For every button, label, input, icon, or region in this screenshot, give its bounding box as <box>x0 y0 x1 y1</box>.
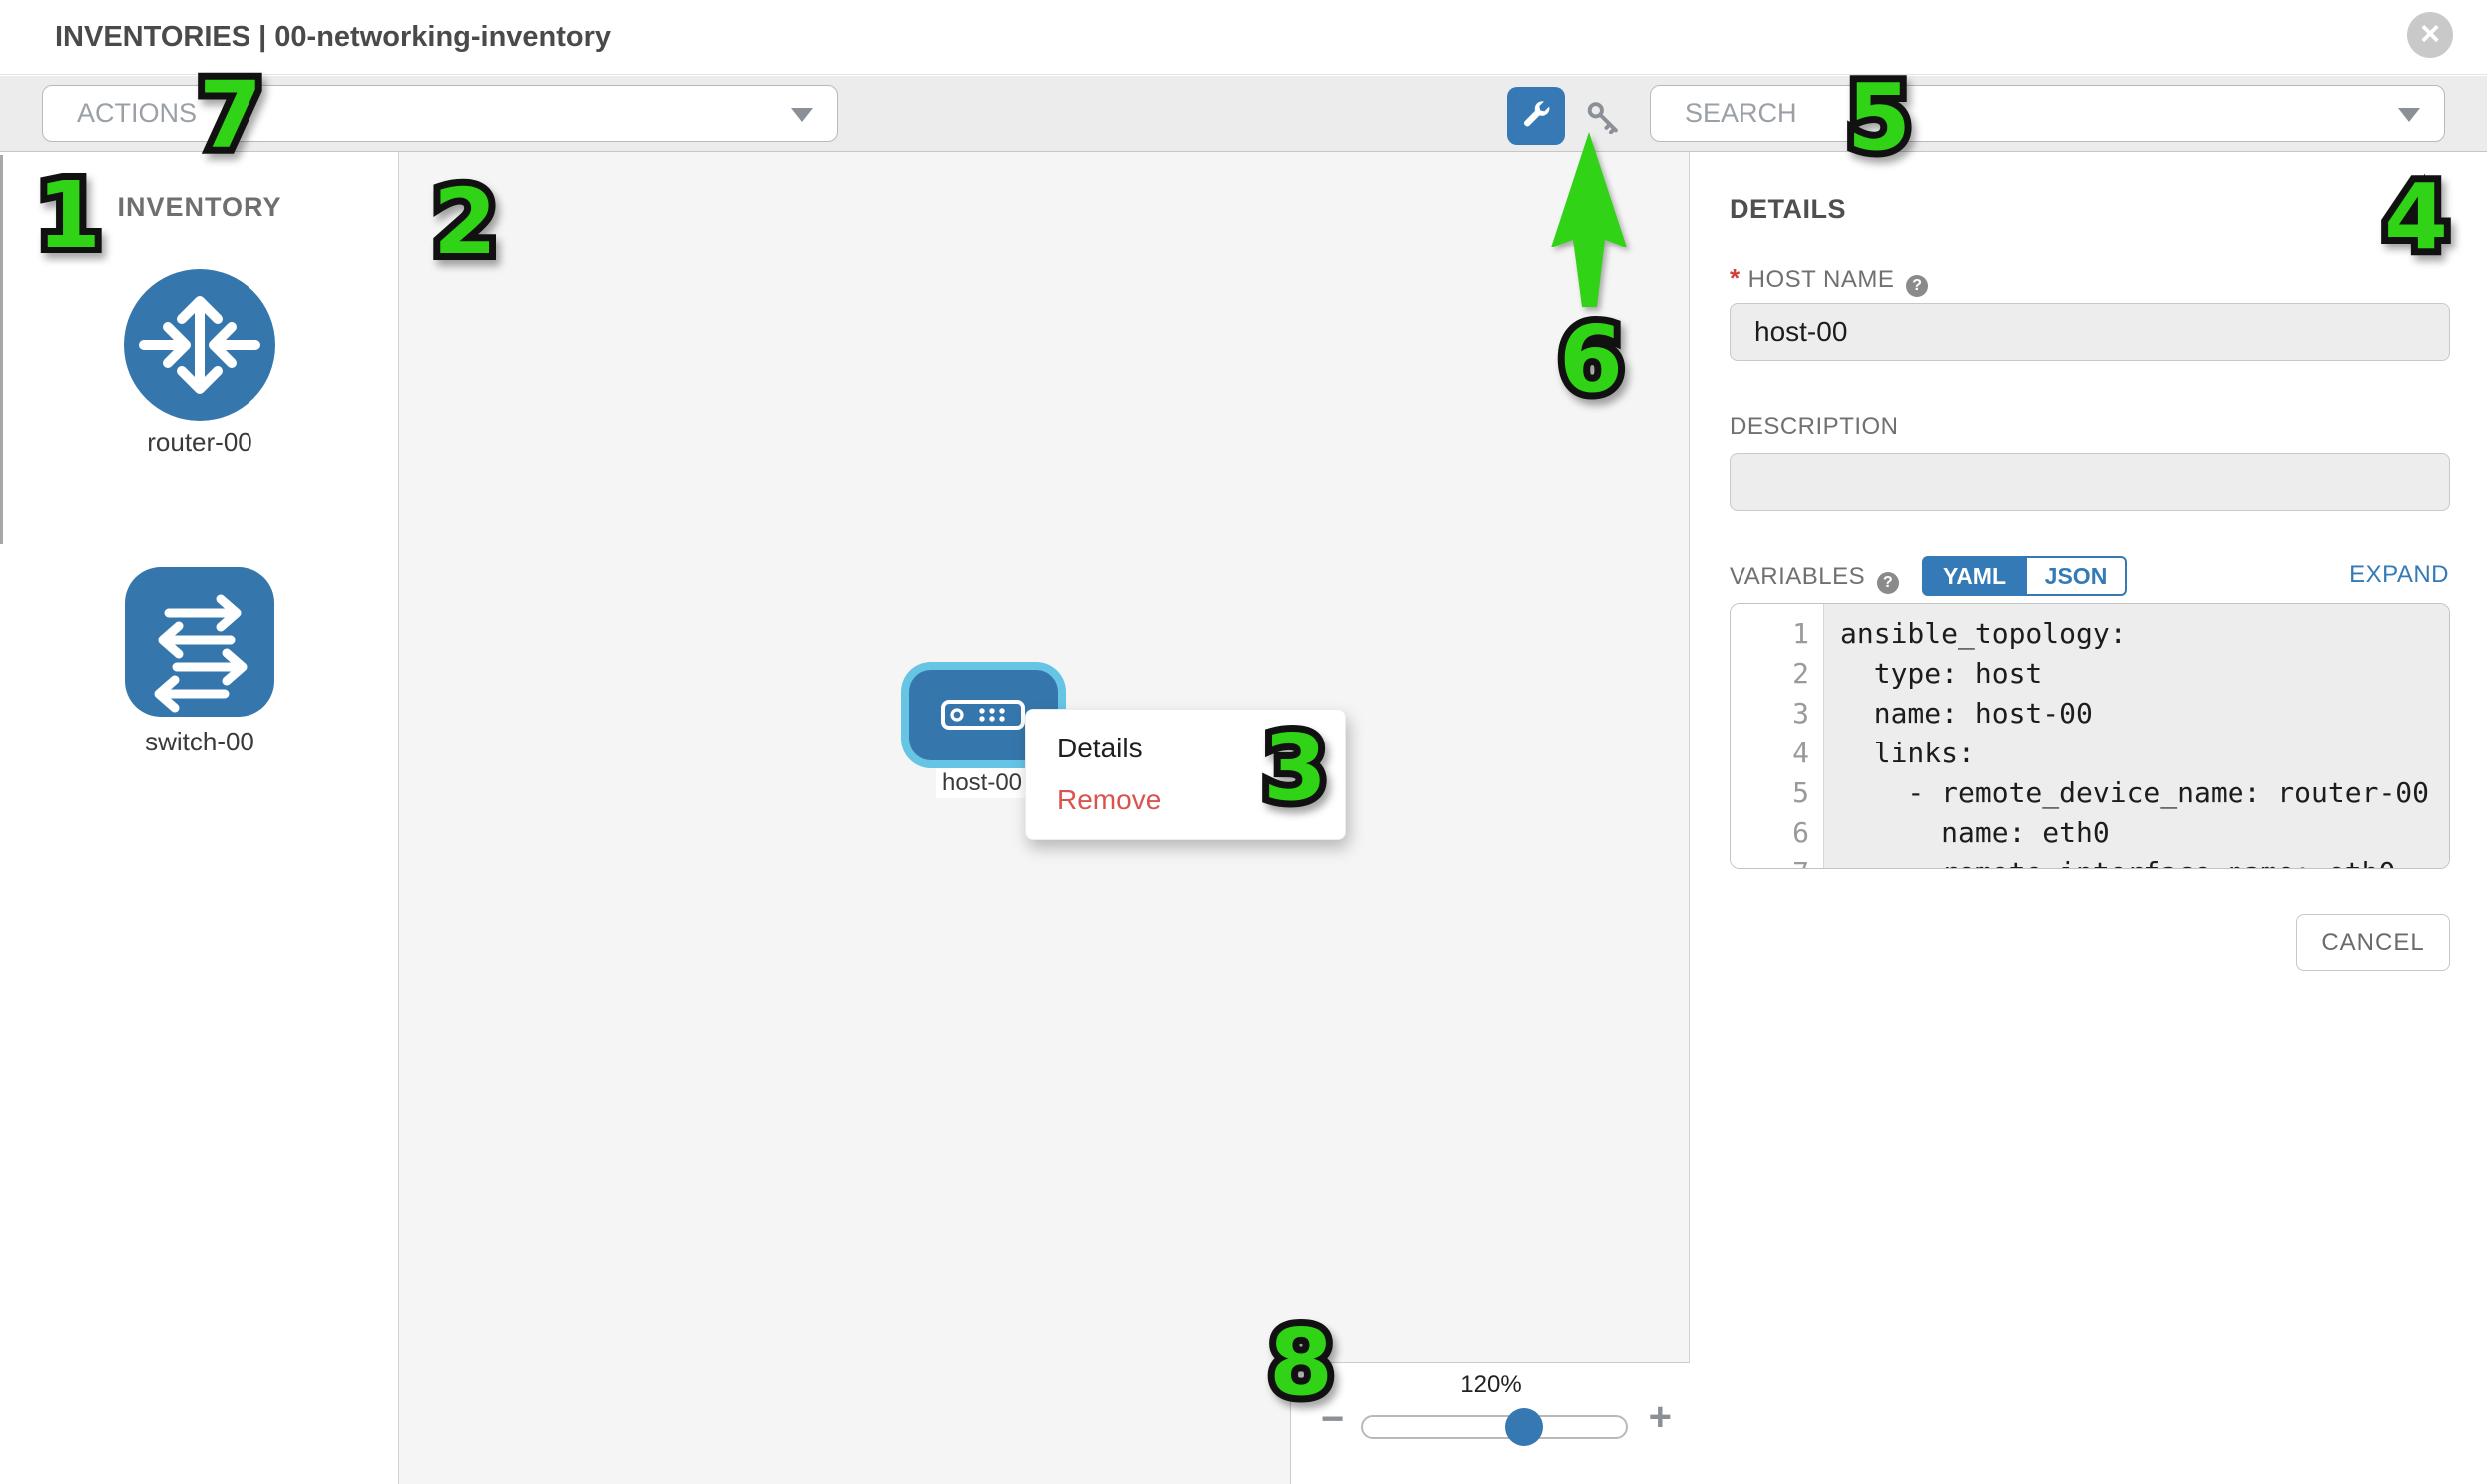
code-line: - remote_device_name: router-00 <box>1840 776 2430 809</box>
code-line: ansible_topology: <box>1840 617 2127 650</box>
variables-format-toggle: YAML JSON <box>1922 556 2127 596</box>
sidebar-scrollbar[interactable] <box>0 155 3 544</box>
line-number: 2 <box>1792 657 1809 690</box>
details-panel: DETAILS *HOST NAME? DESCRIPTION VARIABLE… <box>1690 152 2487 1484</box>
variables-code-editor[interactable]: 1 2 3 4 5 6 7 ansible_topology: type: ho… <box>1730 603 2450 869</box>
sidebar-item-switch-label: switch-00 <box>145 727 254 756</box>
code-line: links: <box>1840 737 1975 769</box>
tools-button[interactable] <box>1507 87 1565 145</box>
line-number: 3 <box>1792 697 1809 730</box>
editor-code-area: ansible_topology: type: host name: host-… <box>1824 604 2449 868</box>
host-icon <box>941 700 1025 730</box>
sidebar-item-router[interactable] <box>0 269 399 426</box>
sidebar-item-switch[interactable] <box>0 567 399 722</box>
zoom-slider[interactable] <box>1361 1408 1628 1446</box>
details-panel-title: DETAILS <box>1730 194 1846 224</box>
code-line: remote_interface_name: eth0 <box>1840 853 2449 868</box>
line-number: 7 <box>1731 853 1823 868</box>
key-icon <box>1587 102 1618 135</box>
line-number: 6 <box>1792 816 1809 849</box>
chevron-down-icon <box>791 108 813 122</box>
node-context-menu: Details Remove <box>1025 709 1346 840</box>
topology-canvas[interactable]: host-00 Details Remove 120% − + <box>399 152 1690 1484</box>
sidebar-heading: INVENTORY <box>117 192 282 222</box>
host-name-field[interactable] <box>1730 303 2450 361</box>
toggle-yaml-button[interactable]: YAML <box>1922 556 2027 596</box>
close-icon[interactable]: × <box>2407 12 2453 58</box>
router-icon <box>124 269 275 421</box>
cancel-button[interactable]: CANCEL <box>2296 914 2450 971</box>
expand-link[interactable]: EXPAND <box>2349 561 2449 588</box>
zoom-percent-label: 120% <box>1460 1371 1522 1398</box>
zoom-in-button[interactable]: + <box>1648 1395 1672 1439</box>
switch-icon <box>125 567 274 717</box>
zoom-slider-thumb[interactable] <box>1505 1408 1543 1446</box>
help-icon[interactable]: ? <box>1906 275 1929 297</box>
actions-dropdown[interactable]: ACTIONS <box>42 85 838 142</box>
description-label: DESCRIPTION <box>1730 413 1899 440</box>
host-node-label: host-00 <box>936 768 1028 798</box>
wrench-icon <box>1524 101 1550 127</box>
required-asterisk: * <box>1730 263 1741 293</box>
search-dropdown-label: SEARCH <box>1685 98 1797 128</box>
zoom-control: 120% − + <box>1290 1362 1690 1484</box>
line-number: 1 <box>1792 617 1809 650</box>
actions-dropdown-label: ACTIONS <box>77 98 198 128</box>
code-line: name: eth0 <box>1840 816 2110 849</box>
toggle-json-button[interactable]: JSON <box>2027 556 2127 596</box>
search-dropdown[interactable]: SEARCH <box>1650 85 2445 142</box>
key-button[interactable] <box>1583 98 1623 135</box>
line-number: 4 <box>1792 737 1809 769</box>
host-name-label: * HOST NAME? <box>1730 263 1929 297</box>
context-menu-item-details[interactable]: Details <box>1057 733 1143 763</box>
page-title: INVENTORIES | 00-networking-inventory <box>55 21 612 53</box>
zoom-out-button[interactable]: − <box>1321 1397 1345 1441</box>
line-number: 5 <box>1792 776 1809 809</box>
description-field[interactable] <box>1730 453 2450 511</box>
variables-label: VARIABLES? <box>1730 563 1900 594</box>
host-node[interactable] <box>901 662 1066 768</box>
context-menu-item-remove[interactable]: Remove <box>1057 784 1162 815</box>
help-icon[interactable]: ? <box>1877 572 1900 594</box>
chevron-down-icon <box>2398 108 2420 122</box>
inventory-sidebar: INVENTORY router-00 <box>0 152 399 1484</box>
header: INVENTORIES | 00-networking-inventory × <box>0 0 2487 75</box>
sidebar-item-router-label: router-00 <box>147 427 252 457</box>
code-line: name: host-00 <box>1840 697 2093 730</box>
toolbar: ACTIONS SEARCH <box>0 76 2487 152</box>
code-line: type: host <box>1840 657 2043 690</box>
editor-line-numbers: 1 2 3 4 5 6 7 <box>1731 604 1824 868</box>
